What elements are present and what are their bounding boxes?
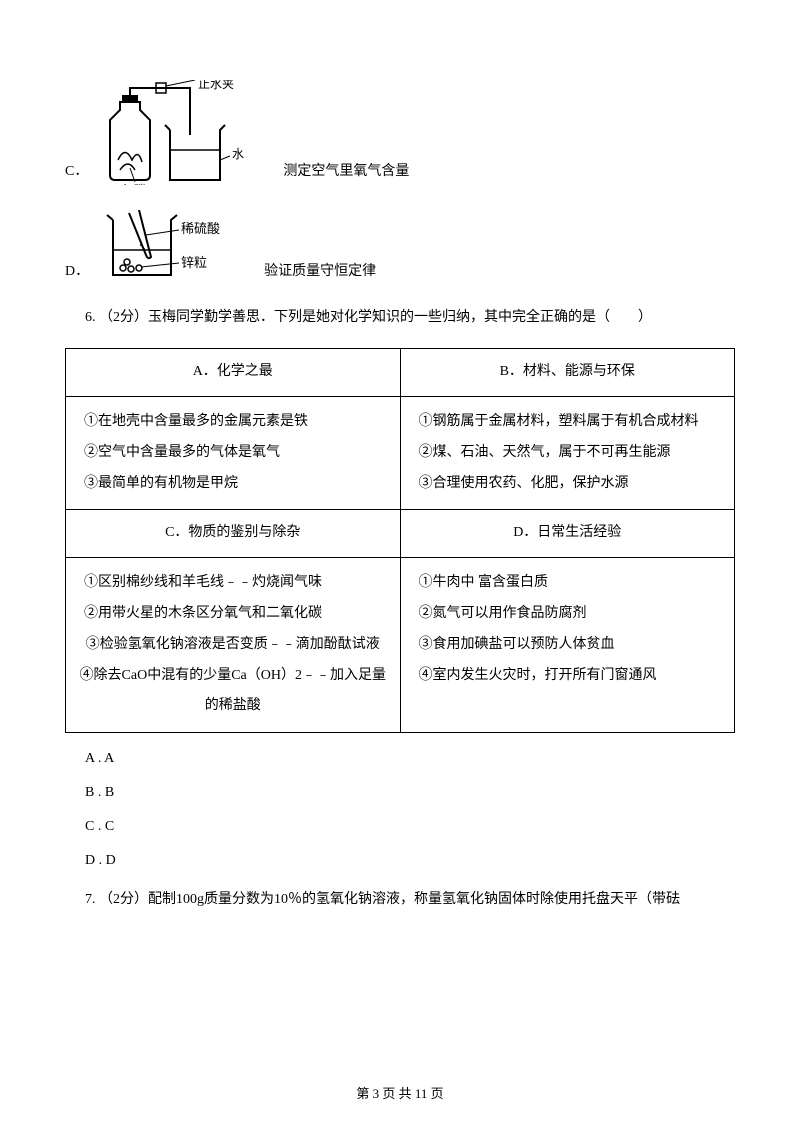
choice-a: A . A	[85, 751, 735, 767]
option-d-diagram: 稀硫酸 锌粒	[101, 205, 236, 285]
option-c-row: C． 止水夹 红磷 水 测定空气里氧气含量	[65, 80, 735, 185]
option-d-row: D． 稀硫酸 锌粒 验证质量守恒定律	[65, 205, 735, 285]
cell-item: ②用带火星的木条区分氧气和二氧化碳	[78, 599, 388, 630]
choice-b: B . B	[85, 785, 735, 801]
cell-c-header: C．物质的鉴别与除杂	[66, 510, 401, 558]
cell-item: ④除去CaO中混有的少量Ca（OH）2﹣﹣加入足量的稀盐酸	[78, 661, 388, 723]
option-c-diagram: 止水夹 红磷 水	[100, 80, 255, 185]
choice-d: D . D	[85, 853, 735, 869]
cell-item: ③检验氢氧化钠溶液是否变质﹣﹣滴加酚酞试液	[78, 630, 388, 661]
cell-item: ③最简单的有机物是甲烷	[78, 469, 388, 500]
option-c-label: C．	[65, 160, 88, 185]
table-row: ①在地壳中含量最多的金属元素是铁 ②空气中含量最多的气体是氧气 ③最简单的有机物…	[66, 396, 735, 509]
cell-d-header: D．日常生活经验	[400, 510, 735, 558]
cell-a-header: A．化学之最	[66, 349, 401, 397]
cell-b-header: B．材料、能源与环保	[400, 349, 735, 397]
cell-item: ①牛肉中 富含蛋白质	[413, 568, 723, 599]
cell-item: ②煤、石油、天然气，属于不可再生能源	[413, 438, 723, 469]
option-d-text: 验证质量守恒定律	[264, 260, 376, 285]
q7-prompt: 7. （2分）配制100g质量分数为10％的氢氧化钠溶液，称量氢氧化钠固体时除使…	[85, 887, 735, 912]
q6-prompt: 6. （2分）玉梅同学勤学善思．下列是她对化学知识的一些归纳，其中完全正确的是（…	[85, 305, 735, 330]
option-c-text: 测定空气里氧气含量	[283, 160, 409, 185]
cell-item: ③合理使用农药、化肥，保护水源	[413, 469, 723, 500]
cell-item: ②氮气可以用作食品防腐剂	[413, 599, 723, 630]
cell-d-body: ①牛肉中 富含蛋白质 ②氮气可以用作食品防腐剂 ③食用加碘盐可以预防人体贫血 ④…	[400, 558, 735, 733]
cell-c-body: ①区别棉纱线和羊毛线﹣﹣灼烧闻气味 ②用带火星的木条区分氧气和二氧化碳 ③检验氢…	[66, 558, 401, 733]
cell-item: ④室内发生火灾时，打开所有门窗通风	[413, 661, 723, 692]
phosphorus-label: 红磷	[122, 182, 146, 185]
option-d-label: D．	[65, 260, 89, 285]
table-row: A．化学之最 B．材料、能源与环保	[66, 349, 735, 397]
cell-b-body: ①钢筋属于金属材料，塑料属于有机合成材料 ②煤、石油、天然气，属于不可再生能源 …	[400, 396, 735, 509]
choice-c: C . C	[85, 819, 735, 835]
cell-item: ①区别棉纱线和羊毛线﹣﹣灼烧闻气味	[78, 568, 388, 599]
cell-item: ①在地壳中含量最多的金属元素是铁	[78, 407, 388, 438]
cell-a-body: ①在地壳中含量最多的金属元素是铁 ②空气中含量最多的气体是氧气 ③最简单的有机物…	[66, 396, 401, 509]
page-footer: 第 3 页 共 11 页	[0, 1083, 800, 1102]
q6-table: A．化学之最 B．材料、能源与环保 ①在地壳中含量最多的金属元素是铁 ②空气中含…	[65, 348, 735, 733]
table-row: C．物质的鉴别与除杂 D．日常生活经验	[66, 510, 735, 558]
table-row: ①区别棉纱线和羊毛线﹣﹣灼烧闻气味 ②用带火星的木条区分氧气和二氧化碳 ③检验氢…	[66, 558, 735, 733]
clamp-label: 止水夹	[198, 80, 234, 91]
cell-item: ①钢筋属于金属材料，塑料属于有机合成材料	[413, 407, 723, 438]
cell-item: ②空气中含量最多的气体是氧气	[78, 438, 388, 469]
acid-label: 稀硫酸	[181, 221, 220, 236]
zinc-label: 锌粒	[181, 255, 207, 270]
cell-item: ③食用加碘盐可以预防人体贫血	[413, 630, 723, 661]
water-label: 水	[232, 147, 244, 161]
